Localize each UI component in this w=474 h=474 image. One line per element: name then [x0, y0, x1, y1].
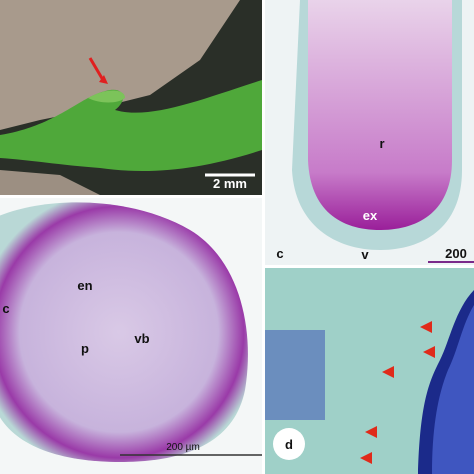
arrow: [88, 57, 105, 81]
label: en: [77, 278, 92, 293]
scale-label: 200: [445, 246, 467, 261]
panel-letter: d: [285, 437, 293, 452]
panel-c: r ex v c 200: [265, 0, 474, 265]
label: p: [81, 341, 89, 356]
label: r: [379, 136, 384, 151]
rock: [0, 170, 100, 195]
epidermis-inner: [432, 305, 474, 474]
letter-badge: [273, 428, 305, 460]
stain: [265, 330, 325, 420]
root-tip: [308, 0, 452, 230]
arrowheads: [360, 321, 435, 464]
stem: [0, 80, 262, 171]
root-primordium: [88, 90, 125, 103]
label: c: [2, 301, 9, 316]
scale-label: 2 mm: [213, 176, 247, 191]
arrow-head: [99, 75, 108, 84]
label: vb: [134, 331, 149, 346]
panel-b: c en p vb 200 µm: [0, 198, 262, 474]
label: v: [361, 247, 369, 262]
scale-label: 200 µm: [166, 442, 200, 453]
panel-a: 2 mm: [0, 0, 262, 195]
label: ex: [363, 208, 378, 223]
panel-letter: c: [276, 246, 283, 261]
cross-section: [0, 202, 248, 462]
panel-d: d: [265, 268, 474, 474]
rock: [0, 0, 240, 130]
